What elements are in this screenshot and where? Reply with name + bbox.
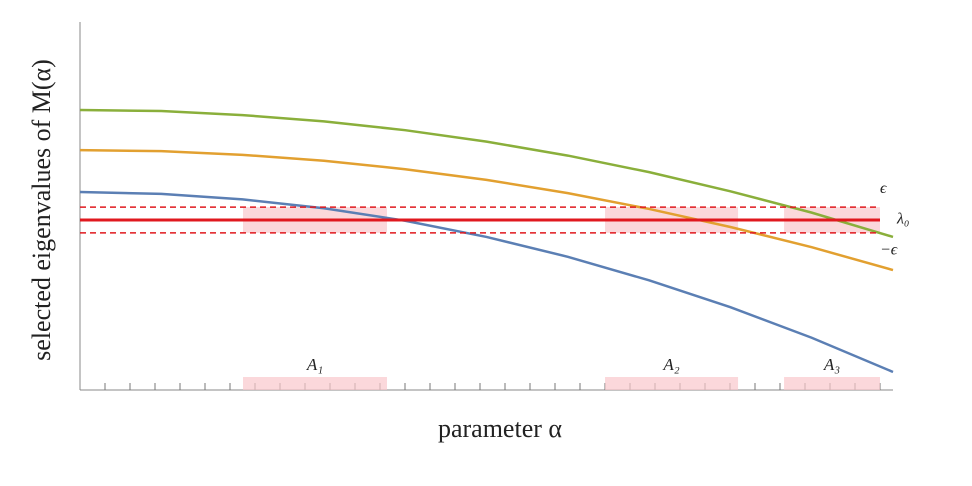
x-axis-label: parameter α (438, 414, 562, 443)
level-label: ϵ (880, 180, 887, 197)
region-strip (243, 377, 387, 390)
eigen-curve (79, 190, 894, 374)
level-label: −ϵ (880, 242, 898, 259)
y-axis-label: selected eigenvalues of M(α) (27, 59, 56, 361)
level-label: λ₀ (896, 211, 910, 228)
region-label: A₂ (662, 355, 679, 374)
region-strip (605, 377, 739, 390)
region-label: A₁ (306, 355, 323, 374)
region-strip (784, 377, 880, 390)
region-label: A₃ (823, 355, 840, 374)
eigen-curve (79, 148, 894, 272)
eigen-curve (79, 108, 894, 239)
